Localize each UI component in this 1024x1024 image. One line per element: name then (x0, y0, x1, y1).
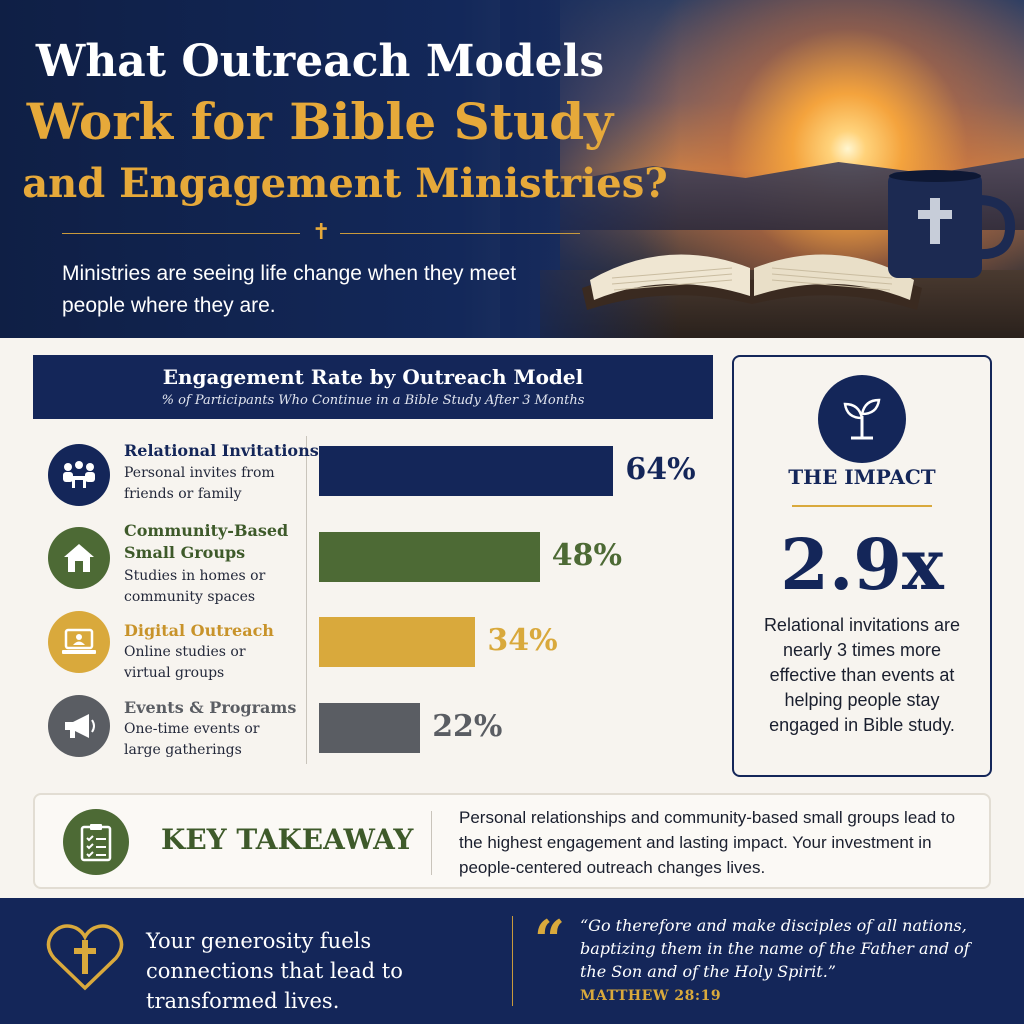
bar-relational (319, 446, 614, 496)
impact-stat: 2.9x (780, 523, 944, 606)
chart-header: Engagement Rate by Outreach Model % of P… (33, 355, 713, 419)
footer-message: Your generosity fuels connections that l… (146, 929, 403, 1013)
chart-title: Engagement Rate by Outreach Model (162, 365, 584, 389)
scripture-quote: “Go therefore and make disciples of all … (580, 916, 970, 981)
house-icon (48, 527, 110, 589)
coffee-mug-image (888, 170, 1016, 278)
category-label-digital: Digital Outreach (124, 621, 274, 640)
quote-mark-icon: “ (534, 908, 566, 972)
page-title-line-2: Work for Bible Study (26, 92, 614, 151)
chart-axis (306, 436, 307, 764)
category-desc-community: Studies in homes or community spaces (124, 568, 266, 605)
chart-subtitle: % of Participants Who Continue in a Bibl… (161, 393, 585, 408)
category-desc-relational: Personal invites from friends or family (124, 465, 275, 502)
cross-icon: ✝ (312, 220, 331, 245)
bar-value-label-events: 22% (432, 709, 503, 744)
key-takeaway-label: KEY TAKEAWAY (161, 823, 414, 856)
open-bible-image (582, 254, 922, 310)
category-desc-events: One-time events or large gatherings (124, 721, 260, 758)
impact-description: Relational invitations are nearly 3 time… (763, 615, 961, 735)
bar-value-label-relational: 64% (625, 452, 696, 487)
category-label-relational: Relational Invitations (124, 441, 319, 460)
sprout-icon (818, 375, 906, 463)
key-takeaway-text: Personal relationships and community-bas… (459, 808, 956, 877)
clipboard-checklist-icon (63, 809, 129, 875)
bar-digital (319, 617, 476, 667)
heart-cross-icon (46, 924, 124, 991)
impact-card: THE IMPACT 2.9x Relational invitations a… (732, 355, 992, 777)
scripture-reference: MATTHEW 28:19 (580, 988, 722, 1004)
page-title-line-3: and Engagement Ministries? (22, 160, 668, 207)
people-meeting-icon (48, 444, 110, 506)
title-divider: ✝ (62, 220, 582, 246)
page-title-line-1: What Outreach Models (35, 36, 605, 87)
impact-title: THE IMPACT (788, 465, 936, 489)
hero-banner: What Outreach Models Work for Bible Stud… (0, 0, 1024, 338)
key-takeaway-panel: KEY TAKEAWAY Personal relationships and … (33, 793, 991, 889)
laptop-icon (48, 611, 110, 673)
bar-community (319, 532, 540, 582)
category-desc-digital: Online studies or virtual groups (124, 644, 246, 681)
hero-subtitle: Ministries are seeing life change when t… (62, 262, 517, 317)
bar-value-label-community: 48% (551, 538, 623, 573)
megaphone-icon (48, 695, 110, 757)
bar-value-label-digital: 34% (487, 623, 558, 658)
footer-banner: Your generosity fuels connections that l… (0, 898, 1024, 1024)
category-label-events: Events & Programs (124, 698, 297, 717)
category-label-community: Community-Based Small Groups (124, 521, 289, 562)
bar-events (319, 703, 421, 753)
